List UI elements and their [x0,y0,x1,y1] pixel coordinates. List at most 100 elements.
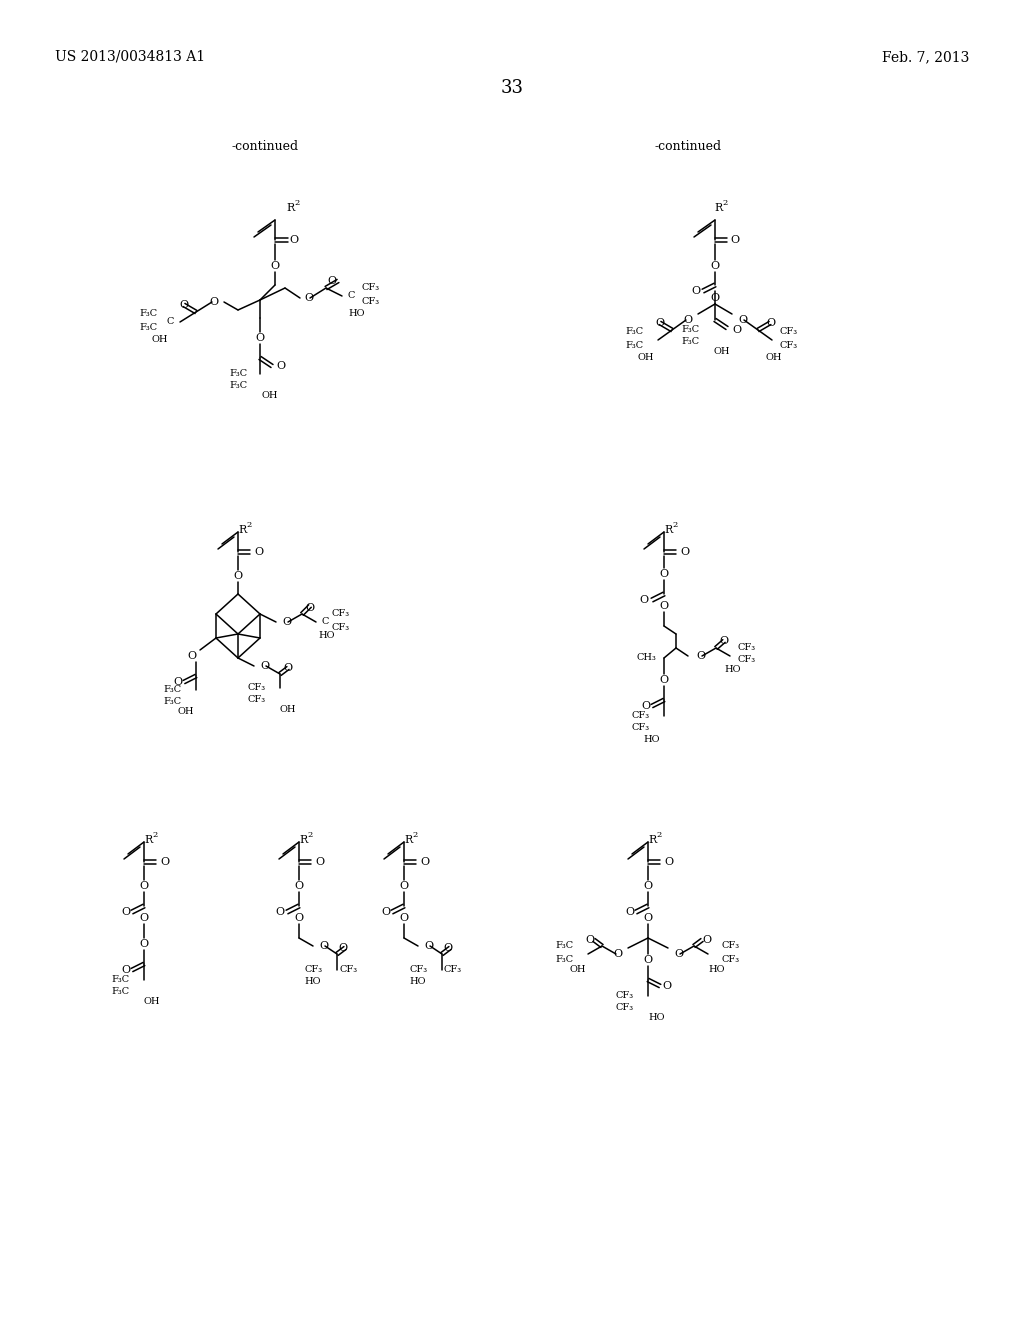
Text: OH: OH [262,392,279,400]
Text: CF₃: CF₃ [410,965,428,974]
Text: OH: OH [177,708,194,717]
Text: R: R [238,525,246,535]
Text: OH: OH [569,965,586,974]
Text: 2: 2 [246,521,251,529]
Text: HO: HO [318,631,335,640]
Text: O: O [639,595,648,605]
Text: CF₃: CF₃ [615,991,634,1001]
Text: O: O [643,913,652,923]
Text: HO: HO [708,965,725,974]
Text: O: O [275,907,285,917]
Text: CF₃: CF₃ [362,284,380,293]
Text: OH: OH [280,705,297,714]
Text: O: O [121,907,130,917]
Text: OH: OH [638,354,654,363]
Text: O: O [255,333,264,343]
Text: CF₃: CF₃ [339,965,357,974]
Text: C: C [322,618,330,627]
Text: O: O [659,569,669,579]
Text: O: O [295,913,303,923]
Text: F₃C: F₃C [682,326,700,334]
Text: O: O [139,939,148,949]
Text: O: O [766,318,775,327]
Text: CH₃: CH₃ [636,653,656,663]
Text: O: O [674,949,683,960]
Text: 2: 2 [152,832,158,840]
Text: O: O [720,636,728,645]
Text: CF₃: CF₃ [362,297,380,306]
Text: CF₃: CF₃ [305,965,323,974]
Text: O: O [139,913,148,923]
Text: F₃C: F₃C [556,941,574,950]
Text: HO: HO [304,978,321,986]
Text: O: O [696,651,706,661]
Text: O: O [315,857,325,867]
Text: 2: 2 [294,199,299,207]
Text: F₃C: F₃C [682,338,700,346]
Text: 2: 2 [672,521,677,529]
Text: CF₃: CF₃ [722,941,740,950]
Text: HO: HO [643,735,660,744]
Text: -continued: -continued [231,140,299,153]
Text: US 2013/0034813 A1: US 2013/0034813 A1 [55,50,205,63]
Text: R: R [144,836,153,845]
Text: O: O [282,616,291,627]
Text: O: O [659,601,669,611]
Text: F₃C: F₃C [140,323,158,333]
Text: O: O [304,293,313,304]
Text: O: O [139,880,148,891]
Text: O: O [683,315,692,325]
Text: HO: HO [724,665,740,675]
Text: O: O [305,603,314,612]
Text: CF₃: CF₃ [780,342,798,351]
Text: CF₃: CF₃ [332,623,350,631]
Text: 2: 2 [307,832,312,840]
Text: R: R [286,203,294,213]
Text: O: O [613,949,622,960]
Text: R: R [714,203,722,213]
Text: O: O [655,318,664,327]
Text: CF₃: CF₃ [332,610,350,619]
Text: R: R [299,836,307,845]
Text: O: O [702,935,711,945]
Text: O: O [381,907,390,917]
Text: O: O [643,954,652,965]
Text: C: C [348,292,355,301]
Text: O: O [284,663,293,673]
Text: CF₃: CF₃ [780,327,798,337]
Text: O: O [691,286,700,296]
Text: O: O [424,941,433,950]
Text: O: O [160,857,169,867]
Text: O: O [319,941,328,950]
Text: O: O [732,325,741,335]
Text: O: O [585,935,594,945]
Text: OH: OH [766,354,782,363]
Text: C: C [167,318,174,326]
Text: F₃C: F₃C [112,987,130,997]
Text: -continued: -continued [654,140,722,153]
Text: R: R [648,836,656,845]
Text: CF₃: CF₃ [738,656,756,664]
Text: CF₃: CF₃ [722,956,740,965]
Text: O: O [641,701,650,711]
Text: O: O [173,677,182,686]
Text: O: O [328,276,337,286]
Text: CF₃: CF₃ [248,696,266,705]
Text: 33: 33 [501,79,523,96]
Text: O: O [209,297,218,308]
Text: O: O [399,880,409,891]
Text: F₃C: F₃C [626,327,644,337]
Text: O: O [420,857,429,867]
Text: OH: OH [144,998,161,1006]
Text: OH: OH [152,335,168,345]
Text: OH: OH [714,347,730,356]
Text: O: O [260,661,269,671]
Text: O: O [664,857,673,867]
Text: O: O [711,261,720,271]
Text: O: O [270,261,280,271]
Text: O: O [662,981,671,991]
Text: O: O [295,880,303,891]
Text: O: O [659,675,669,685]
Text: 2: 2 [722,199,727,207]
Text: O: O [443,942,453,953]
